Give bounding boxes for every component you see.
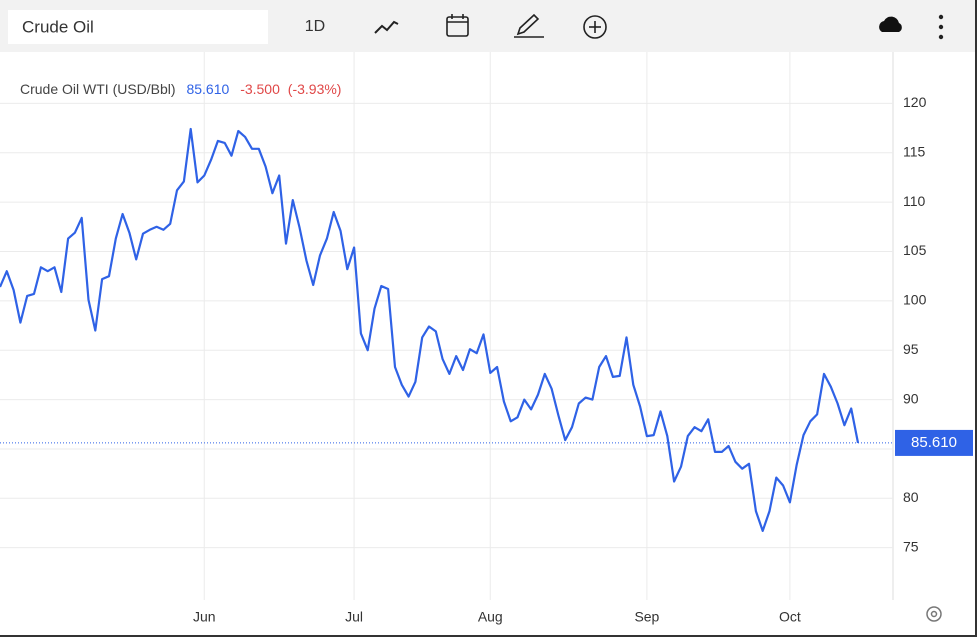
- y-tick-label: 110: [903, 193, 926, 209]
- y-tick-label: 115: [903, 143, 926, 159]
- legend: Crude Oil WTI (USD/Bbl) 85.610 -3.500 (-…: [20, 81, 341, 97]
- last-price-box: [895, 429, 973, 456]
- x-tick-label: Oct: [779, 609, 801, 625]
- legend-price: 85.610: [186, 81, 229, 97]
- last-price-label: 85.610: [911, 434, 957, 451]
- x-tick-label: Jul: [345, 609, 363, 625]
- x-tick-label: Jun: [193, 609, 216, 625]
- settings-icon[interactable]: [926, 606, 942, 622]
- legend-change: -3.500: [240, 81, 280, 97]
- search-box[interactable]: [8, 10, 268, 44]
- legend-title: Crude Oil WTI (USD/Bbl): [20, 81, 176, 97]
- y-tick-label: 120: [903, 94, 927, 110]
- y-tick-label: 105: [903, 242, 927, 258]
- y-tick-label: 100: [903, 292, 927, 308]
- legend-change-percent: (-3.93%): [288, 81, 342, 97]
- frame-edge: [0, 635, 977, 637]
- price-line: [0, 127, 860, 532]
- add-icon[interactable]: [583, 15, 607, 39]
- interval-button[interactable]: 1D: [305, 18, 325, 35]
- y-tick-label: 95: [903, 341, 919, 357]
- x-tick-label: Aug: [478, 609, 503, 625]
- chart-type-icon[interactable]: [374, 20, 399, 34]
- y-tick-label: 75: [903, 538, 919, 554]
- x-tick-label: Sep: [634, 609, 659, 625]
- calendar-icon[interactable]: [446, 14, 469, 37]
- download-icon[interactable]: [879, 16, 902, 32]
- y-tick-label: 80: [903, 489, 919, 505]
- frame-edge: [975, 0, 977, 637]
- y-tick-label: 90: [903, 390, 919, 406]
- menu-icon[interactable]: [938, 14, 944, 40]
- draw-icon[interactable]: [514, 13, 544, 38]
- search-text: Crude Oil: [22, 17, 94, 36]
